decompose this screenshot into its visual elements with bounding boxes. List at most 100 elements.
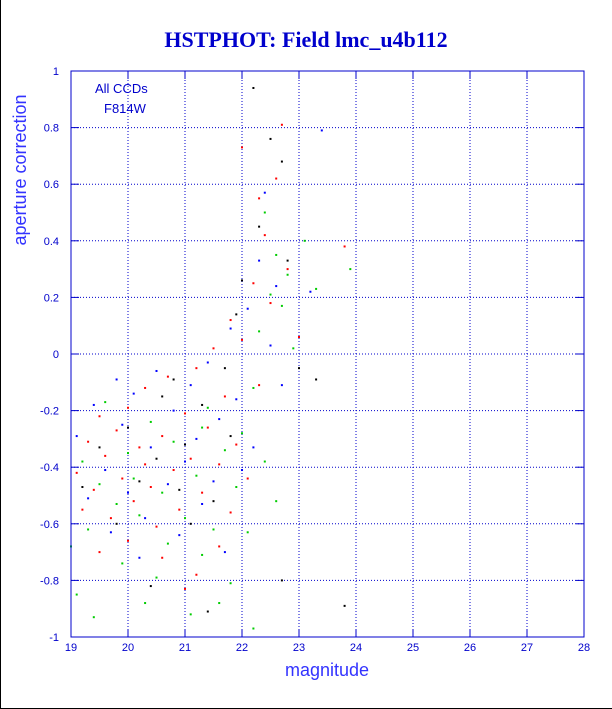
data-point (195, 573, 198, 576)
data-point (184, 443, 186, 446)
data-point (109, 517, 112, 520)
data-point (195, 474, 198, 477)
data-point (206, 361, 209, 364)
data-point (115, 522, 118, 525)
data-point (206, 426, 209, 429)
data-point (172, 378, 175, 381)
data-point (241, 279, 243, 282)
y-tick-label: -0.6 (40, 519, 59, 531)
data-point (178, 534, 181, 537)
data-point (286, 273, 289, 276)
x-axis-label: magnitude (285, 660, 369, 680)
data-point (201, 502, 204, 505)
data-point (315, 378, 318, 381)
y-tick-label: 0.6 (44, 179, 59, 191)
data-point (343, 604, 346, 607)
data-point (229, 319, 232, 322)
data-point (258, 330, 261, 333)
data-point (138, 556, 141, 559)
data-point (98, 446, 101, 449)
data-point (161, 435, 164, 438)
data-point (280, 579, 283, 582)
data-point (235, 398, 238, 401)
annotation-ccds: All CCDs (95, 81, 148, 96)
data-point (75, 471, 78, 474)
data-point (269, 293, 272, 296)
data-point (241, 146, 243, 149)
data-point (75, 593, 78, 596)
y-tick-label: -1 (49, 632, 59, 644)
data-point (218, 545, 221, 548)
data-point (149, 420, 152, 423)
data-point (241, 338, 243, 341)
data-point (309, 290, 312, 293)
data-point (258, 225, 261, 228)
data-point (138, 446, 141, 449)
data-point (75, 435, 78, 438)
data-point (189, 457, 192, 460)
data-point (184, 587, 186, 590)
x-tick-label: 21 (179, 642, 191, 654)
x-tick-label: 22 (236, 642, 248, 654)
data-point (132, 392, 135, 395)
data-point (269, 344, 272, 347)
data-point (280, 123, 283, 126)
data-point (195, 437, 198, 440)
data-point (263, 460, 266, 463)
data-point (81, 508, 84, 511)
data-point (201, 426, 204, 429)
data-point (155, 525, 158, 528)
x-tick-label: 20 (122, 642, 134, 654)
data-point (166, 483, 169, 486)
data-point (166, 375, 169, 378)
data-point (258, 384, 261, 387)
data-point (87, 497, 90, 500)
data-point (195, 367, 198, 370)
data-point (127, 406, 129, 409)
y-tick-label: -0.4 (40, 462, 59, 474)
data-point (155, 576, 158, 579)
data-point (252, 627, 255, 630)
data-point (343, 245, 346, 248)
data-point (349, 268, 352, 271)
data-point (298, 336, 300, 339)
data-point (115, 502, 118, 505)
data-point (223, 395, 226, 398)
data-point (138, 514, 141, 517)
data-point (246, 477, 249, 480)
data-point (127, 426, 129, 429)
data-point (292, 347, 295, 350)
data-point (178, 488, 181, 491)
data-point (109, 531, 112, 534)
data-point (263, 211, 266, 214)
data-point (149, 446, 152, 449)
data-point (92, 488, 95, 491)
data-point (81, 486, 84, 489)
data-point (172, 469, 175, 472)
y-tick-label: 0.2 (44, 292, 59, 304)
annotation-filter: F814W (104, 101, 147, 116)
data-point (229, 582, 232, 585)
plot-frame (70, 70, 585, 638)
data-point (218, 602, 221, 605)
data-point (166, 542, 169, 545)
data-point (81, 460, 84, 463)
data-point (149, 486, 152, 489)
data-point (280, 304, 283, 307)
data-point (87, 528, 90, 531)
grid-lines (71, 71, 584, 637)
data-point (275, 177, 278, 180)
data-point (161, 395, 164, 398)
data-point (104, 469, 107, 472)
data-points (70, 86, 352, 630)
data-point (235, 313, 238, 316)
y-tick-label: 0 (53, 349, 59, 361)
data-point (212, 480, 215, 483)
data-point (132, 477, 135, 480)
data-point (189, 384, 192, 387)
data-point (269, 137, 272, 140)
data-point (223, 449, 226, 452)
data-point (235, 486, 238, 489)
